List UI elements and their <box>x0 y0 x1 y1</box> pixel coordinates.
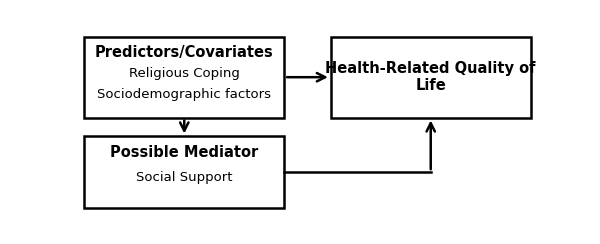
Bar <box>331 37 530 118</box>
Text: Social Support: Social Support <box>136 171 233 184</box>
Text: Predictors/Covariates: Predictors/Covariates <box>95 45 274 60</box>
Bar <box>84 37 284 118</box>
Text: Possible Mediator: Possible Mediator <box>110 145 259 160</box>
Text: Religious Coping: Religious Coping <box>129 67 240 80</box>
Text: Health-Related Quality of
Life: Health-Related Quality of Life <box>325 61 536 93</box>
Text: Sociodemographic factors: Sociodemographic factors <box>97 88 271 101</box>
Bar <box>84 136 284 208</box>
